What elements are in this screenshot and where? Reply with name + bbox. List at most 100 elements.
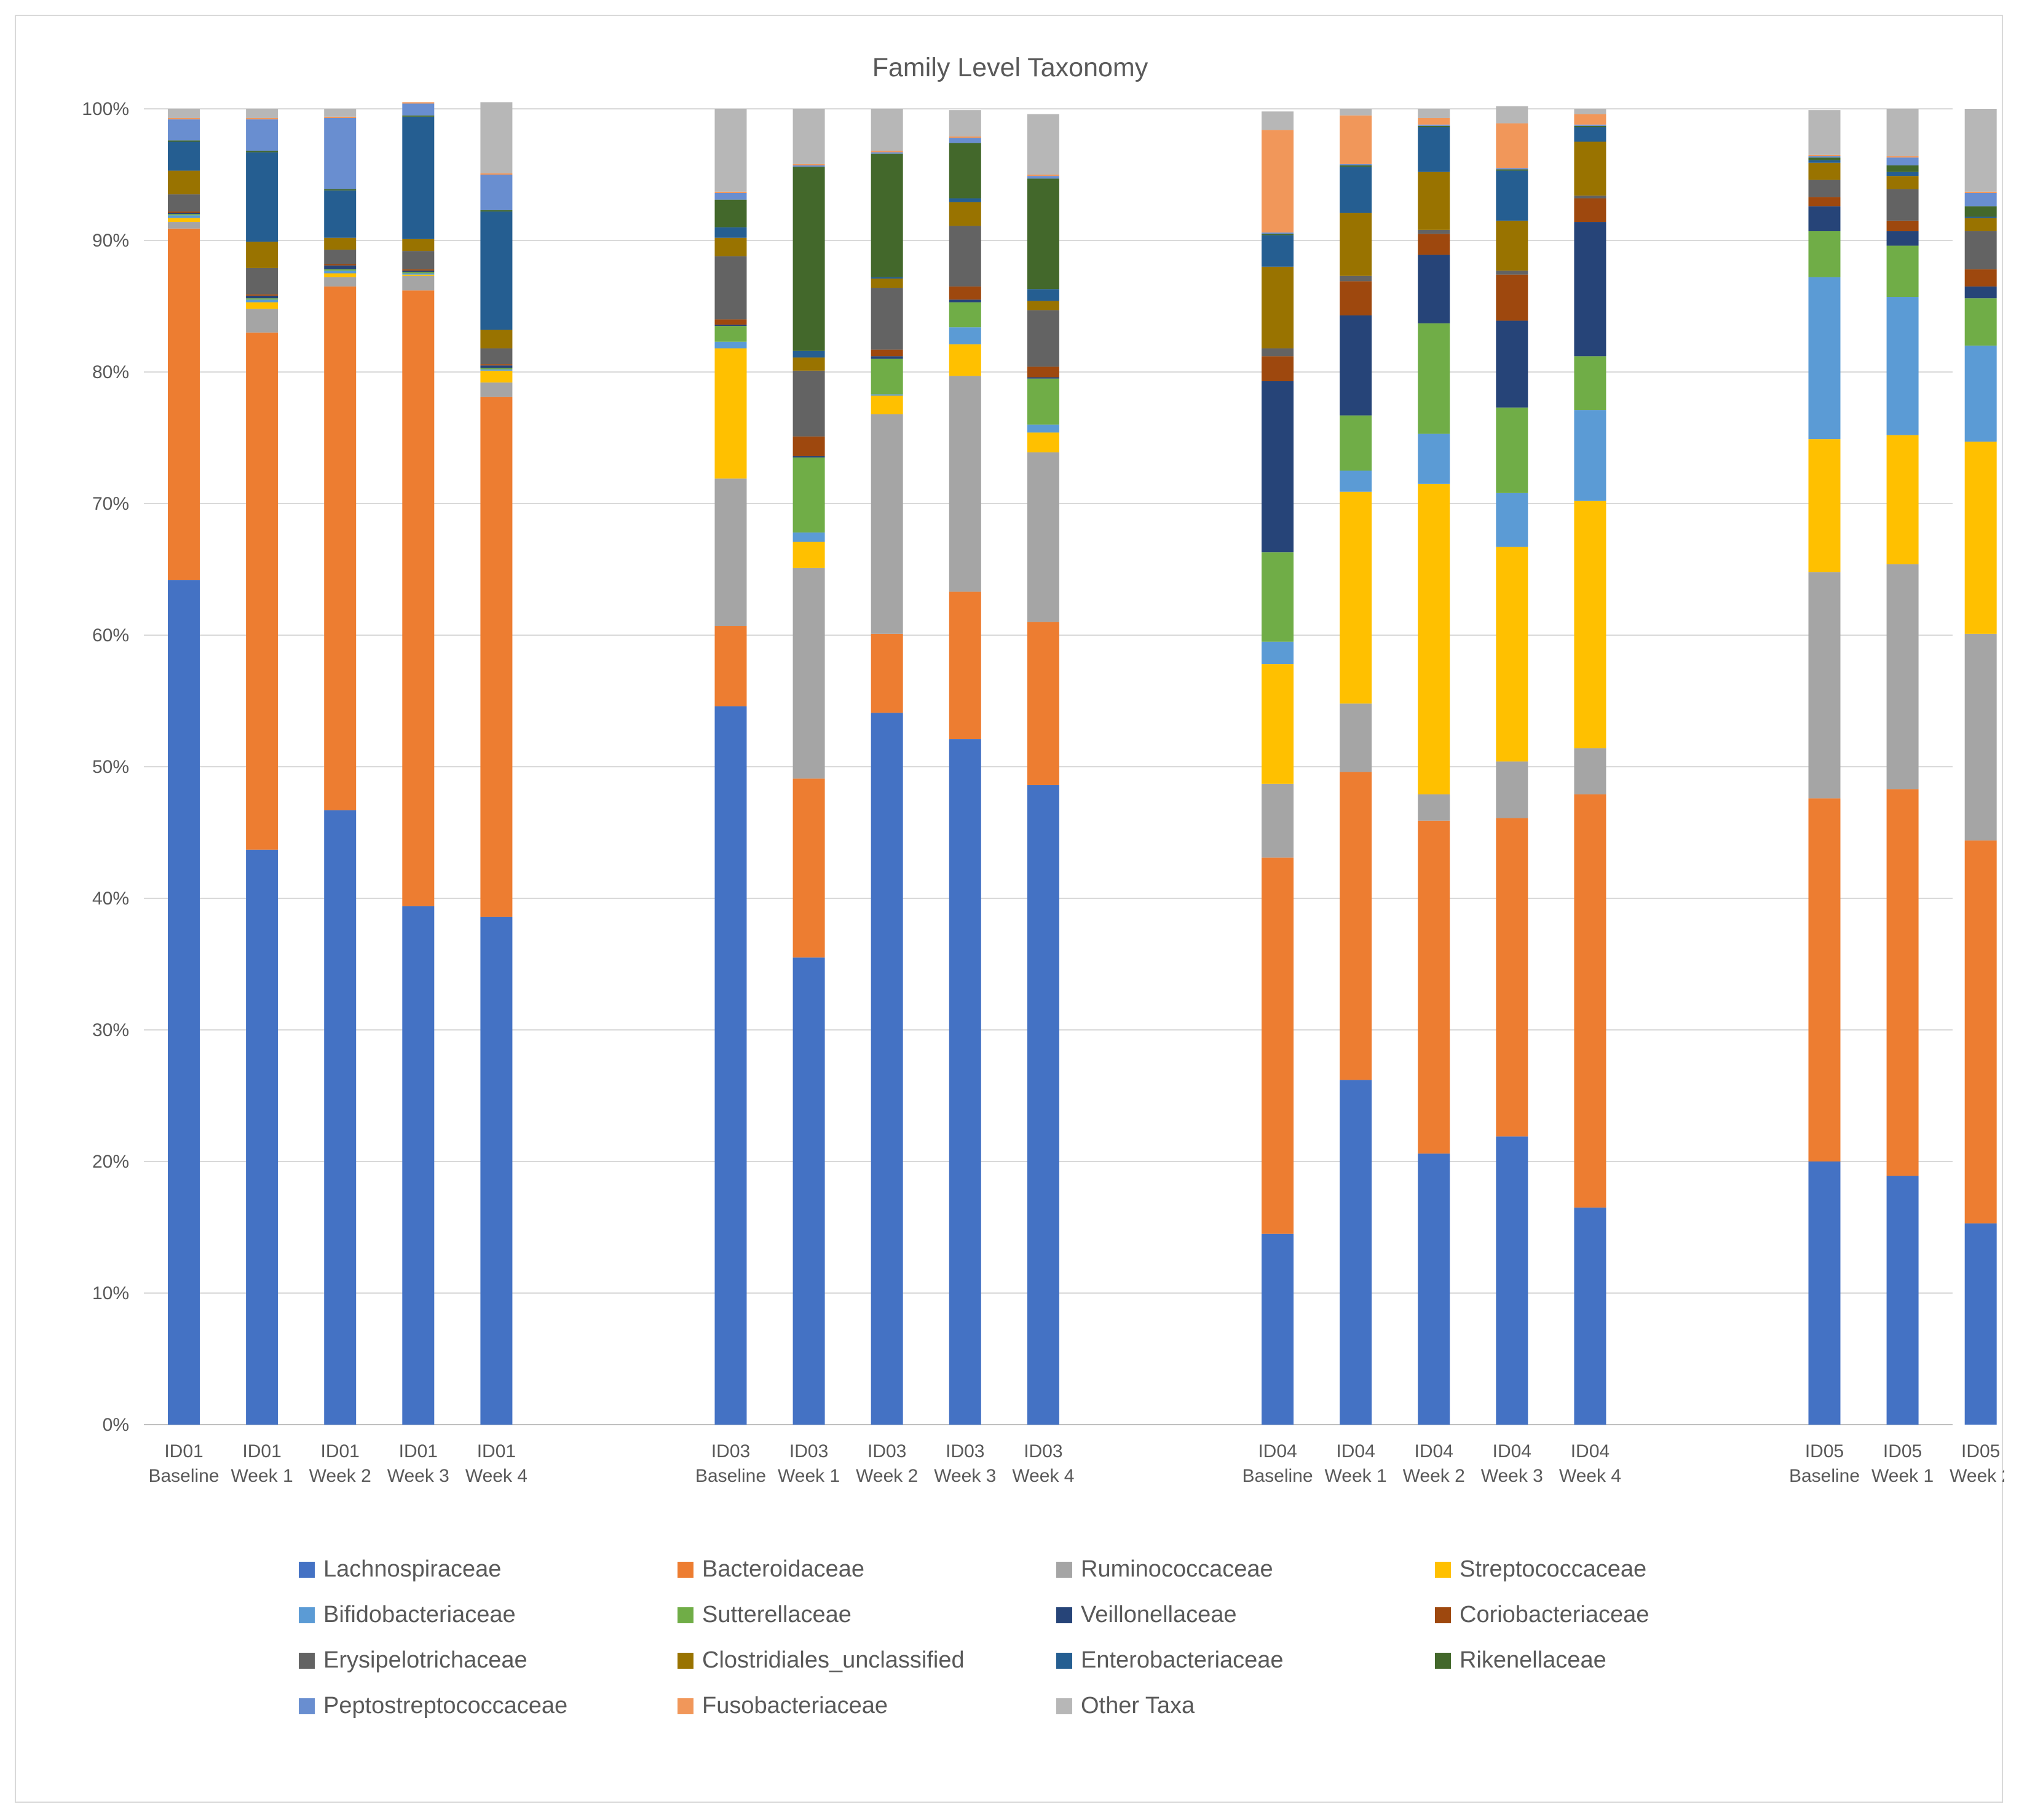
bar-segment <box>402 239 435 251</box>
bar-segment <box>792 456 825 458</box>
legend-label: Veillonellaceae <box>1081 1602 1237 1628</box>
bar-segment <box>402 269 435 271</box>
bar-segment <box>480 365 513 368</box>
bar-stack <box>714 109 747 1425</box>
bar-segment <box>1262 232 1294 234</box>
bar-segment <box>714 626 747 706</box>
bar-stack <box>1574 109 1606 1425</box>
bar-segment <box>246 298 279 300</box>
bar-segment <box>1027 785 1059 1425</box>
bar-segment <box>1964 346 1997 442</box>
bar-segment <box>1808 439 1841 572</box>
bar-segment <box>792 370 825 437</box>
bar-segment <box>480 369 513 371</box>
legend-label: Sutterellaceae <box>702 1602 851 1628</box>
bar-segment <box>1340 167 1372 213</box>
bar-segment <box>1574 114 1606 125</box>
bar-segment <box>1027 310 1059 367</box>
bar-segment <box>1808 197 1841 207</box>
bar-segment <box>1027 176 1059 179</box>
legend-label: Enterobacteriaceae <box>1081 1647 1284 1673</box>
bar-segment <box>480 210 513 212</box>
bar-segment <box>871 633 903 713</box>
bar-segment <box>1340 275 1372 282</box>
y-tick-label: 50% <box>92 757 129 777</box>
bar-segment <box>324 273 357 277</box>
bar-stack <box>1027 114 1059 1425</box>
bar-segment <box>324 190 357 238</box>
legend-swatch <box>1056 1652 1072 1669</box>
bar-segment <box>1496 169 1528 171</box>
bar-segment <box>1964 109 1997 192</box>
bar-segment <box>402 251 435 270</box>
bar-segment <box>1574 109 1606 114</box>
bar-segment <box>1886 789 1919 1176</box>
bar-segment <box>1340 470 1372 492</box>
bar-segment <box>1574 127 1606 142</box>
legend-entry: Veillonellaceae <box>1056 1599 1435 1631</box>
bar-segment <box>168 580 200 1425</box>
bar-segment <box>402 273 435 275</box>
bar-segment <box>1262 857 1294 1234</box>
bar-segment <box>1886 220 1919 232</box>
legend-entry: Streptococcaceae <box>1435 1553 1713 1586</box>
bar-segment <box>1340 109 1372 116</box>
bar-segment <box>1418 127 1450 172</box>
bar-segment <box>480 397 513 917</box>
bar-segment <box>1262 1233 1294 1425</box>
legend-entry: Bifidobacteriaceae <box>299 1599 678 1631</box>
legend-entry: Lachnospiraceae <box>299 1553 678 1586</box>
bar-segment <box>1262 266 1294 349</box>
bar-segment <box>324 117 357 189</box>
bar-segment <box>1964 192 1997 207</box>
x-tick-label-line2: Week 2 <box>309 1466 371 1486</box>
y-tick-label: 20% <box>92 1152 129 1172</box>
bar-segment <box>1262 641 1294 665</box>
legend-swatch <box>678 1698 693 1714</box>
x-tick-label-line1: ID03 <box>711 1441 750 1462</box>
bar-segment <box>871 288 903 350</box>
bar-segment <box>949 592 981 740</box>
y-tick-label: 90% <box>92 231 129 251</box>
bar-segment <box>1262 130 1294 233</box>
x-tick-label-line2: Baseline <box>1789 1466 1860 1486</box>
legend-entry: Rikenellaceae <box>1435 1644 1713 1677</box>
bar-stack <box>1418 109 1450 1425</box>
bar-segment <box>1886 109 1919 157</box>
bar-stack <box>1496 106 1528 1425</box>
bar-segment <box>1027 378 1059 425</box>
bar-stack <box>1340 109 1372 1425</box>
bar-segment <box>1964 633 1997 841</box>
bar-segment <box>402 102 435 104</box>
bar-segment <box>1496 818 1528 1137</box>
x-tick-label-line1: ID04 <box>1493 1441 1531 1462</box>
bar-segment <box>1496 123 1528 168</box>
bar-segment <box>324 810 357 1425</box>
bar-stack <box>1262 111 1294 1425</box>
x-tick-label-line1: ID04 <box>1336 1441 1375 1462</box>
bar-segment <box>792 568 825 779</box>
bar-segment <box>1340 703 1372 772</box>
bar-segment <box>480 370 513 383</box>
x-tick-label-line1: ID04 <box>1571 1441 1610 1462</box>
bar-segment <box>1808 1161 1841 1425</box>
bar-segment <box>714 348 747 479</box>
bar-segment <box>1418 1153 1450 1425</box>
bar-segment <box>1262 111 1294 130</box>
bar-segment <box>168 119 200 141</box>
bar-segment <box>949 302 981 328</box>
bar-stack <box>1808 110 1841 1425</box>
bar-segment <box>1027 452 1059 622</box>
bar-segment <box>1964 218 1997 232</box>
x-tick-label-line1: ID03 <box>789 1441 828 1462</box>
bar-stack <box>792 109 825 1425</box>
bar-segment <box>871 109 903 151</box>
x-tick-label-line2: Week 3 <box>387 1466 449 1486</box>
bar-segment <box>168 214 200 216</box>
bar-segment <box>1496 220 1528 271</box>
bar-segment <box>1027 301 1059 311</box>
bar-segment <box>1418 229 1450 234</box>
x-tick-label-line1: ID05 <box>1805 1441 1844 1462</box>
x-tick-label-line1: ID01 <box>321 1441 360 1462</box>
bar-segment <box>792 532 825 542</box>
